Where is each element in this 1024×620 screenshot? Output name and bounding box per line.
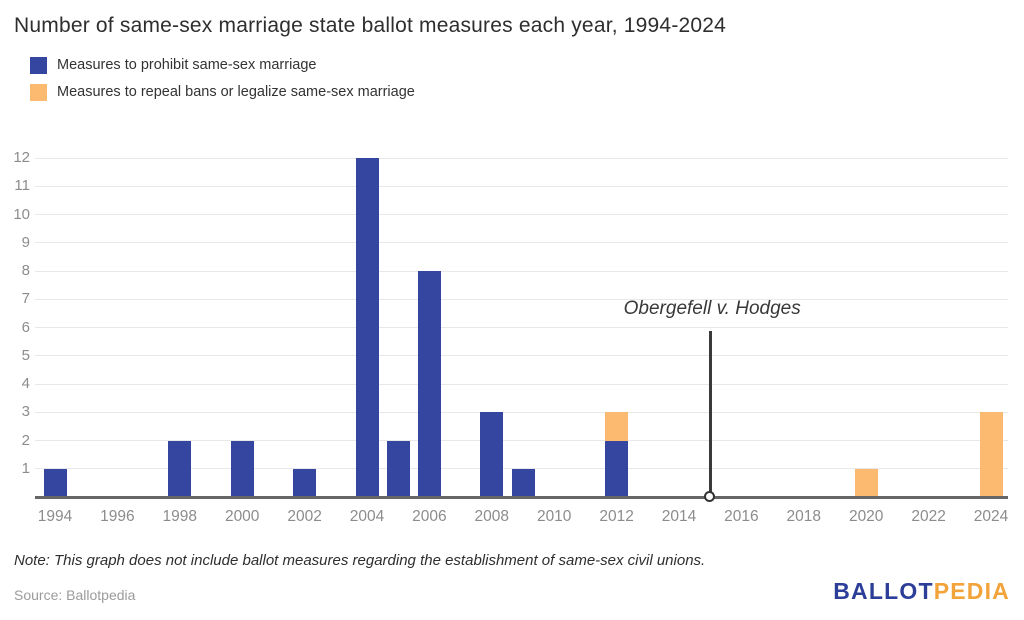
bar-repeal-2024 <box>979 412 1003 497</box>
bar-prohibit-1994 <box>43 468 67 497</box>
y-axis-tick-label: 11 <box>14 177 30 195</box>
legend-item-prohibit: Measures to prohibit same-sex marriage <box>30 56 415 74</box>
bar-repeal-2012 <box>605 412 629 441</box>
gridline <box>35 327 1008 328</box>
logo-pedia-text: PEDIA <box>933 578 1010 604</box>
x-axis-tick-label: 2018 <box>786 508 822 525</box>
bar-prohibit-2000 <box>230 440 254 497</box>
legend-label-prohibit: Measures to prohibit same-sex marriage <box>57 57 317 73</box>
annotation-label: Obergefell v. Hodges <box>623 298 801 319</box>
y-axis-tick-label: 10 <box>13 205 30 223</box>
bar-prohibit-2006 <box>417 271 441 497</box>
x-axis-tick-label: 2004 <box>349 508 385 525</box>
legend: Measures to prohibit same-sex marriage M… <box>30 56 415 110</box>
gridline <box>35 242 1008 244</box>
y-axis-tick-label: 3 <box>21 403 30 421</box>
x-axis-tick-label: 2016 <box>724 508 759 525</box>
chart-note: Note: This graph does not include ballot… <box>14 552 706 569</box>
gridline <box>35 383 1008 385</box>
bar-prohibit-2002 <box>293 468 317 497</box>
annotation-line <box>708 331 712 497</box>
x-axis-tick-label: 2010 <box>536 508 572 525</box>
x-axis-tick-label: 2024 <box>973 508 1009 525</box>
bar-prohibit-2012 <box>605 440 629 497</box>
chart-title: Number of same-sex marriage state ballot… <box>14 14 727 37</box>
gridline <box>35 270 1008 272</box>
bar-prohibit-2009 <box>511 468 535 497</box>
gridline <box>35 298 1008 300</box>
y-axis-tick-label: 6 <box>21 318 30 336</box>
x-axis-line <box>35 495 1008 499</box>
gridline <box>35 157 1008 159</box>
legend-label-repeal: Measures to repeal bans or legalize same… <box>57 84 415 100</box>
x-axis-tick-label: 1996 <box>100 508 135 525</box>
x-axis-tick-label: 2008 <box>474 508 510 525</box>
logo-ballot-text: BALLOT <box>833 578 934 604</box>
x-axis-tick-label: 1994 <box>37 508 73 525</box>
x-axis-tick-label: 2006 <box>412 508 447 525</box>
x-axis-tick-label: 1998 <box>162 508 198 525</box>
x-axis-tick-label: 2022 <box>911 508 946 525</box>
legend-swatch-repeal <box>30 83 47 101</box>
bar-prohibit-1998 <box>168 440 192 497</box>
x-axis-tick-label: 2014 <box>661 508 697 525</box>
legend-swatch-prohibit <box>30 56 47 74</box>
gridline <box>35 411 1008 413</box>
chart-source: Source: Ballotpedia <box>14 587 136 603</box>
bar-repeal-2020 <box>854 468 878 497</box>
y-axis-tick-label: 12 <box>13 149 30 166</box>
y-axis-tick-label: 7 <box>21 290 30 308</box>
x-axis-tick-label: 2020 <box>848 508 884 525</box>
x-axis-tick-label: 2000 <box>224 508 260 525</box>
y-axis-tick-label: 1 <box>21 459 30 477</box>
ballotpedia-logo: BALLOTPEDIA <box>833 578 1010 605</box>
y-axis-tick-label: 8 <box>21 262 30 279</box>
gridline <box>35 185 1008 187</box>
x-axis-tick-label: 2012 <box>599 508 634 525</box>
y-axis-tick-label: 5 <box>21 346 30 364</box>
bar-prohibit-2004 <box>355 158 379 497</box>
x-axis-tick-label: 2002 <box>287 508 322 525</box>
y-axis-tick-label: 2 <box>21 431 30 449</box>
y-axis-tick-label: 9 <box>21 233 30 251</box>
gridline <box>35 355 1008 357</box>
bar-prohibit-2005 <box>386 440 410 497</box>
gridline <box>35 440 1008 441</box>
bar-prohibit-2008 <box>480 412 504 497</box>
legend-item-repeal: Measures to repeal bans or legalize same… <box>30 83 415 101</box>
annotation-marker <box>704 491 716 502</box>
y-axis-tick-label: 4 <box>21 375 30 392</box>
gridline <box>35 214 1008 215</box>
